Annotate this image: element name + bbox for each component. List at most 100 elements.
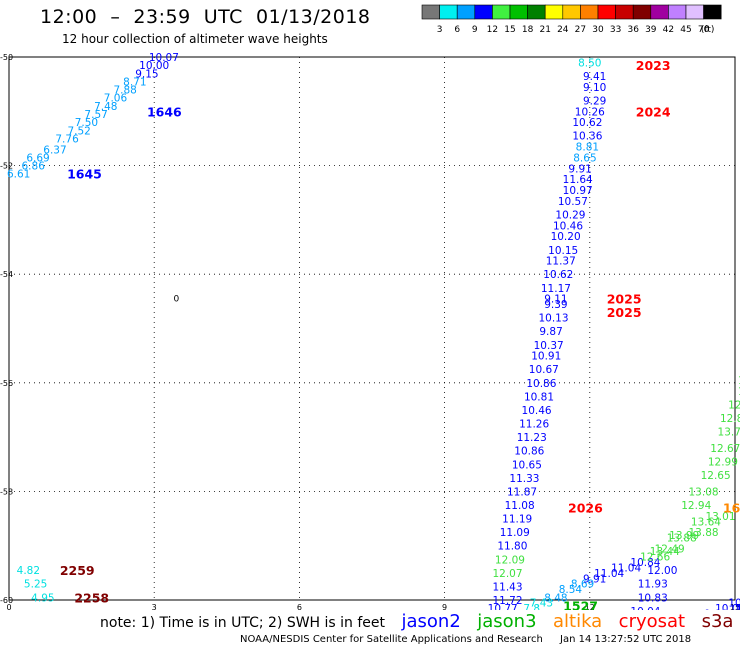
swh-value: 13.88 [689,527,719,539]
swh-value: 11.19 [502,514,532,526]
pass-time-label: 2025 [607,292,642,307]
swh-value: 13.01 [705,511,735,523]
swh-value: 8.50 [578,57,601,69]
pass-time-label: 1646 [147,104,182,119]
swh-value: 7.57 [84,109,107,121]
pass-time-label: 2024 [636,104,671,119]
swh-value: 9.64 [704,609,728,610]
swh-value: 10.65 [512,459,542,471]
note-line: note: 1) Time is in UTC; 2) SWH is in fe… [100,611,733,632]
pass-time-label: 1645 [67,167,102,182]
swh-value: 6.69 [26,152,49,164]
swh-value: 12.89 [720,413,740,425]
swh-value: 10 [728,598,740,610]
swh-value: 7.8 [523,603,540,610]
swh-value: 13.88 [667,533,697,545]
swh-value: 10.62 [572,117,602,129]
swh-value: 10.26 [575,106,605,118]
swh-value: 8.81 [576,142,599,154]
y-tick-label: -60 [0,596,13,605]
swh-value: 5.25 [24,579,47,591]
x-tick-label: 3 [152,603,157,610]
swh-value: 12.94 [681,500,711,512]
swh-value: 10.86 [526,378,556,390]
swh-value: 11.26 [519,419,549,431]
scale-tick-label: 3 [437,25,443,35]
plot-frame [8,56,736,601]
swh-value: 12.9 [728,400,740,412]
swh-value: 10.29 [555,209,585,221]
swh-value: 10.15 [548,245,578,257]
swh-value: 13.44 [650,546,680,558]
y-tick-label: -52 [0,162,13,171]
swh-value: 10.02 [715,603,740,610]
scale-tick-label: 21 [539,25,550,35]
footer-timestamp: Jan 14 13:27:52 UTC 2018 [560,634,692,645]
swh-value: 10.97 [563,185,593,197]
legend-cryosat: cryosat [618,611,686,632]
swh-value: 10.04 [630,606,660,610]
swh-value: 11.72 [492,595,522,607]
legend-jason3: jason3 [477,611,537,632]
scale-tick-label: 36 [627,25,639,35]
scale-tick-label: 39 [645,25,657,35]
swh-value: 9.29 [583,95,606,107]
legend-jason2: jason2 [401,611,461,632]
pass-time-label: 1 [735,601,740,610]
y-tick-label: -58 [0,487,13,496]
scale-tick-label: 33 [610,25,621,35]
color-scale-legend: 3 6 9 12 15 18 21 24 27 30 33 36 39 42 45 70(ft) [421,4,722,35]
swh-value: 10.86 [514,446,544,458]
chart-subtitle: 12 hour collection of altimeter wave hei… [62,32,328,46]
x-tick-label: 0 [6,603,11,610]
swh-value: 10.37 [534,340,564,352]
swh-value: 11.64 [563,174,593,186]
swh-value: 7.52 [67,125,90,137]
swh-value: 10.36 [572,131,602,143]
swh-value: 8.69 [571,579,594,591]
wave-height-plot: 0 3 6 9 12 15-50-52-54-56-58-60010.0710.009.1… [0,52,740,610]
swh-value: 10.13 [538,313,568,325]
scale-tick-label: 45 [680,25,691,35]
x-tick-label: 12 [585,603,595,610]
legend-altika: altika [552,611,603,632]
swh-value: 7.43 [530,598,553,610]
scale-tick-label: 15 [504,25,515,35]
swh-value: 9.11 [544,294,567,306]
swh-value: 10.07 [149,52,179,64]
swh-value: 11.93 [638,579,668,591]
scale-tick-label: 30 [592,25,604,35]
y-tick-label: -56 [0,379,13,388]
swh-value: 13 [738,386,740,398]
swh-value: 9.91 [583,573,606,585]
swh-value: 15 [738,375,740,387]
swh-value: 7.06 [104,93,128,105]
scale-tick-label: 12 [487,25,498,35]
scale-tick-label: 9 [472,25,478,35]
swh-value: 8.65 [573,152,596,164]
swh-value: 11.33 [509,473,539,485]
swh-value: 10.81 [524,391,554,403]
swh-value: 8.54 [559,584,583,596]
scale-swatch [703,4,722,20]
x-tick-label: 6 [297,603,302,610]
swh-value: 7.50 [75,117,98,129]
swh-value: 6.37 [43,144,66,156]
swh-value: 13.64 [691,516,721,528]
swh-value: 10.67 [529,364,559,376]
swh-value: 4.82 [17,565,40,577]
swh-value: 10.77 [488,603,518,610]
swh-value: 13.08 [689,486,719,498]
pass-time-label: 2025 [607,305,642,320]
swh-value: 11.37 [546,256,576,268]
footer-credit: NOAA/NESDIS Center for Satellite Applica… [240,634,543,645]
swh-value: 13.99 [669,530,699,542]
swh-value: 10.46 [553,220,583,232]
pass-time-label: 1527 [563,598,598,610]
swh-value: 9.39 [544,299,567,311]
swh-value: 12.66 [640,552,670,564]
swh-value: 10.91 [531,351,561,363]
swh-value: 10.20 [551,231,581,243]
chart-title: 12:00 – 23:59 UTC 01/13/2018 [40,6,371,28]
y-tick-label: -54 [0,270,13,279]
